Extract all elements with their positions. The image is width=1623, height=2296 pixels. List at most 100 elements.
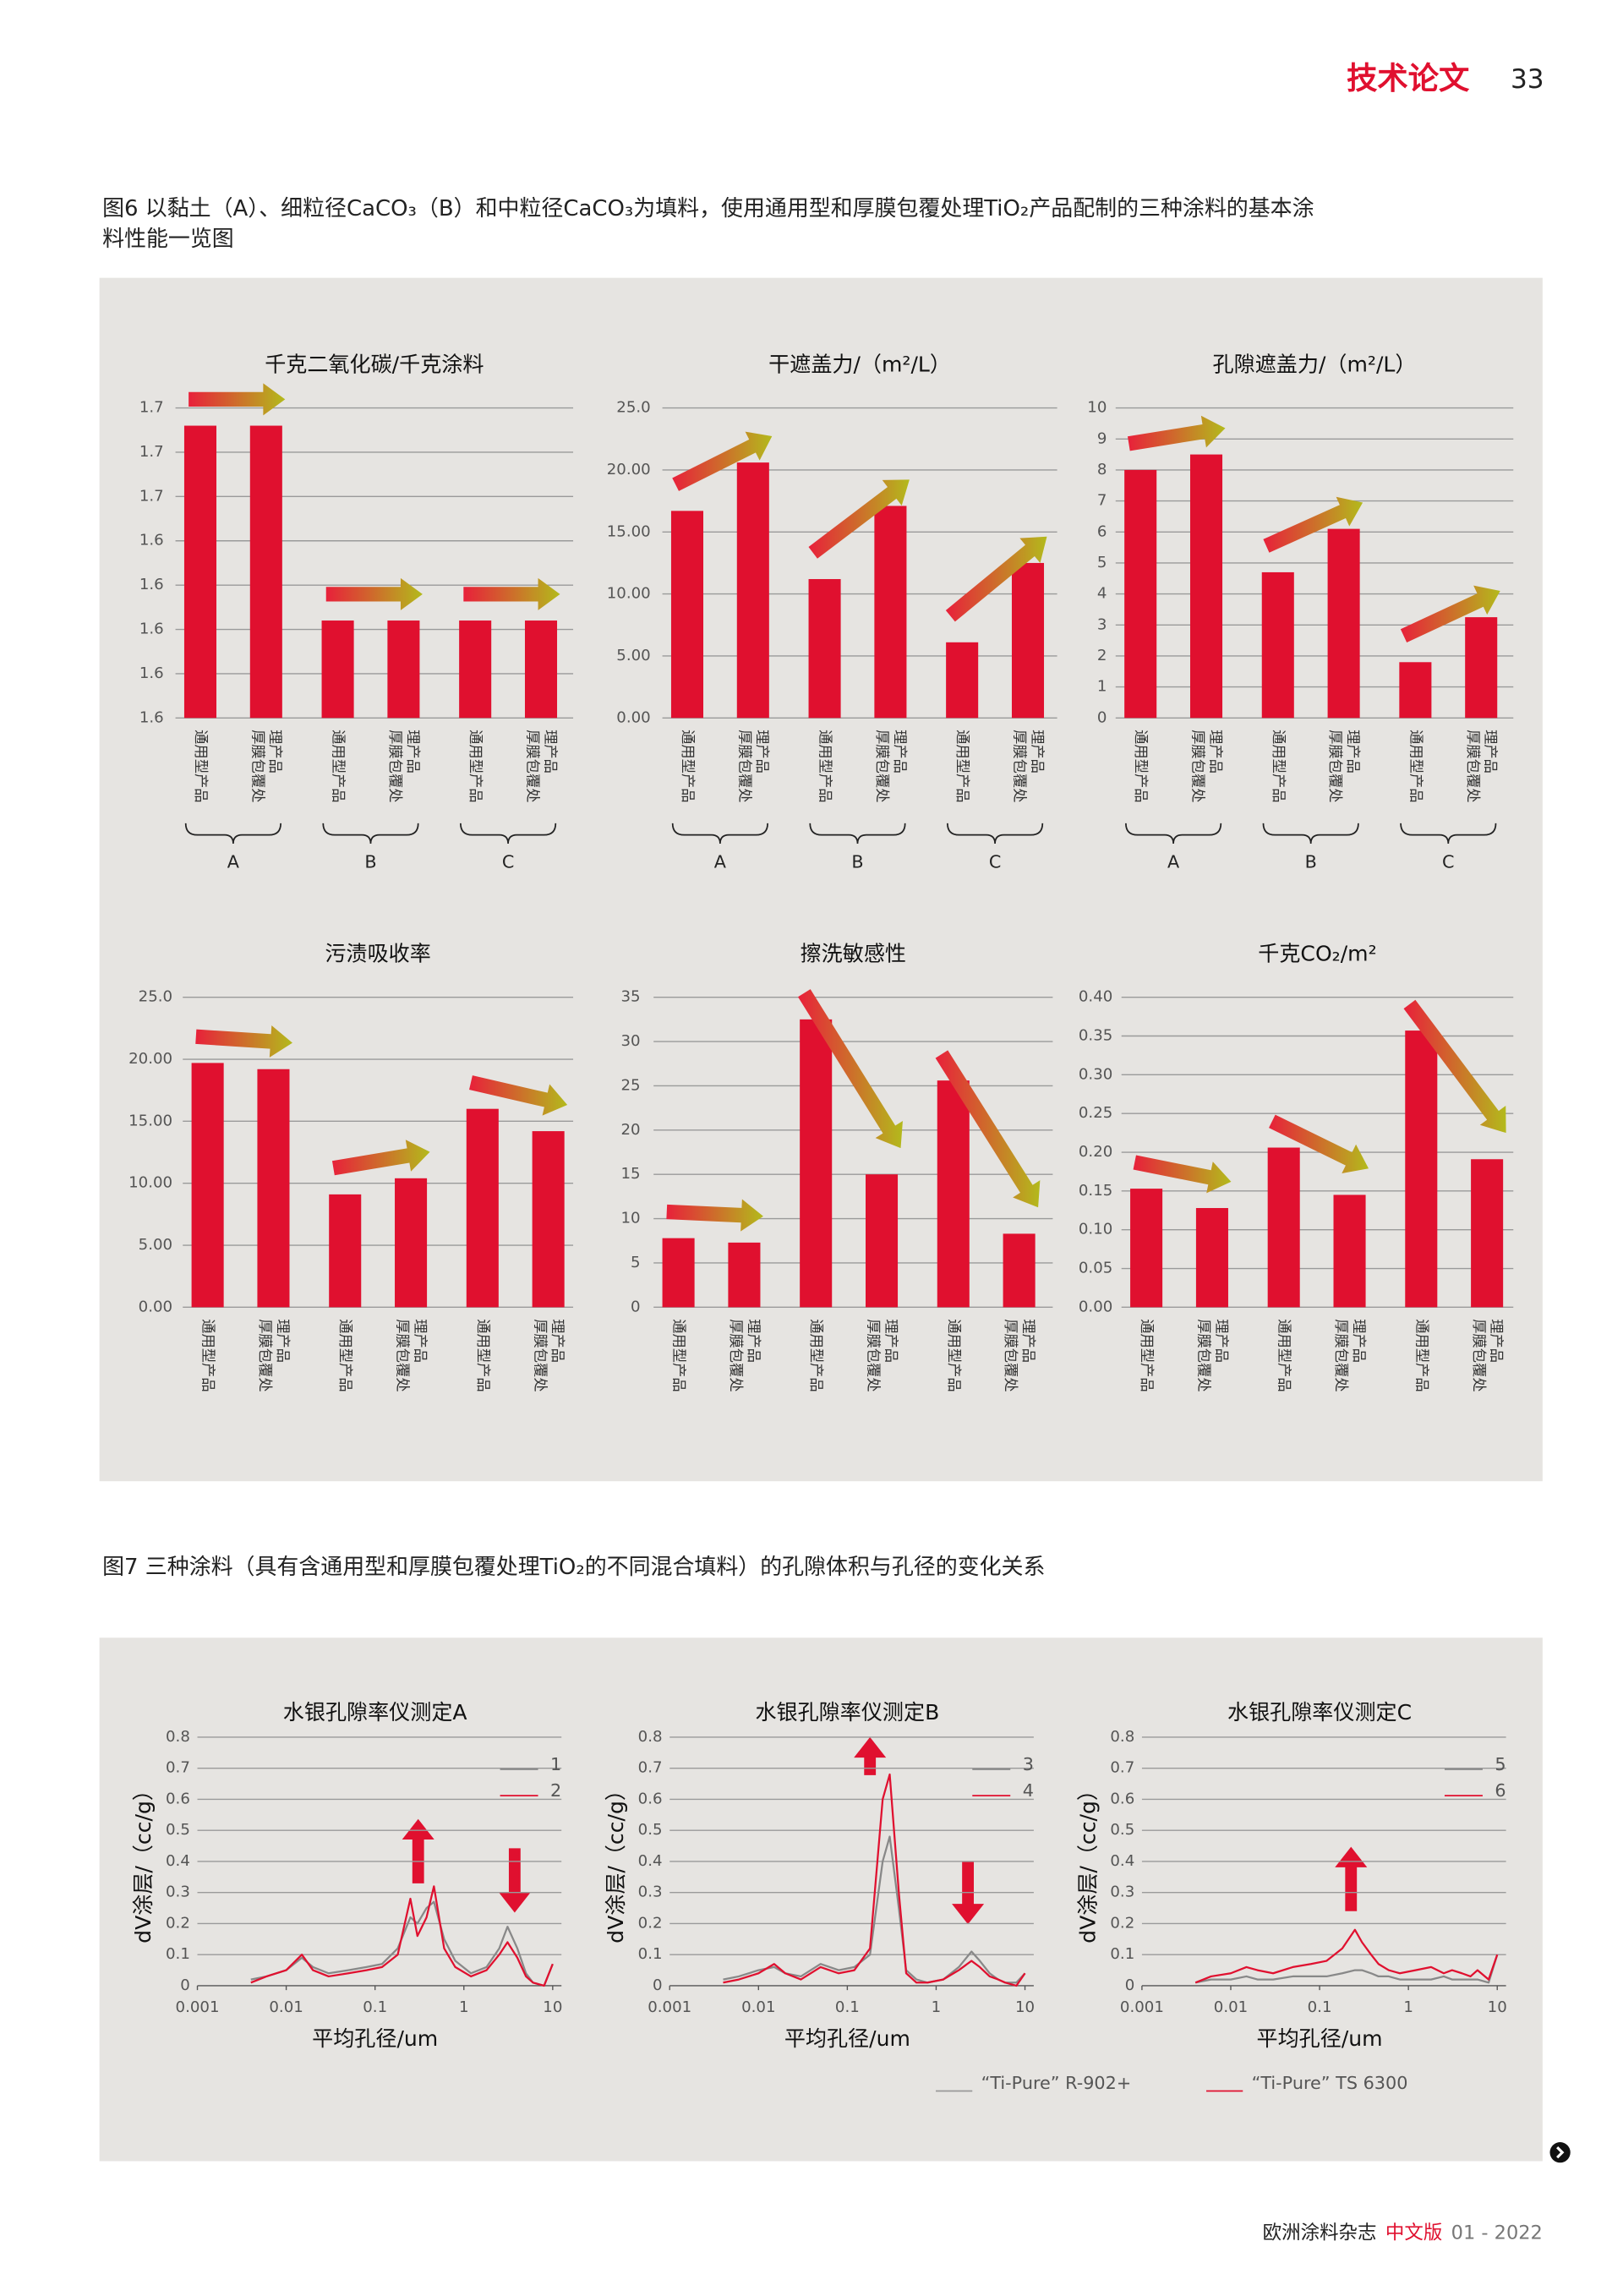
y-tick-label: 0.1 [1110,1945,1134,1963]
y-tick-label: 0.10 [1079,1221,1112,1238]
y-tick-label: 0.25 [1079,1104,1112,1122]
y-tick-label: 6 [1097,522,1107,540]
bar [800,1019,833,1308]
footer: 欧洲涂料杂志 中文版 01 - 2022 [1263,2222,1543,2244]
legend-label: “Ti-Pure” TS 6300 [1252,2073,1408,2093]
trend-arrow [331,1140,430,1176]
x-tick-label-line: 厚膜包覆处 [1332,1319,1349,1391]
x-tick-label-line: 厚膜包覆处 [249,730,265,802]
x-tick-label: 厚膜包覆处理产品 [1189,730,1224,802]
x-tick-label: 通用型产品 [330,730,347,802]
y-axis-label: dV涂层/（cc/g） [1076,1779,1101,1943]
x-tick-label: 通用型产品 [467,730,484,802]
bar [329,1194,362,1308]
y-tick-label: 0.5 [638,1821,663,1839]
y-tick-label: 0.35 [1079,1027,1112,1045]
y-tick-label: 0.1 [638,1945,663,1963]
x-tick-label: 厚膜包覆处理产品 [1470,1319,1505,1391]
series-line [723,1773,1026,1987]
y-tick-label: 5 [1097,554,1107,571]
y-tick-label: 0 [653,1976,663,1994]
x-tick-label: 0.001 [648,1998,691,2016]
next-page-icon[interactable] [1549,2142,1571,2163]
x-tick-label-line: 厚膜包覆处 [524,730,541,802]
x-tick-label-line: 理产品 [274,1319,291,1363]
y-tick-label: 0.3 [1110,1883,1134,1901]
y-tick-label: 20.00 [607,461,651,478]
x-tick-label: 0.1 [363,1998,387,2016]
chart-title: 水银孔隙率仪测定A [283,1700,467,1725]
y-tick-label: 1.7 [139,399,164,417]
x-tick-label-line: 厚膜包覆处 [735,730,752,802]
trend-arrow [1403,999,1506,1134]
x-tick-label: 通用型产品 [954,730,970,802]
legend-label: 2 [550,1780,561,1801]
y-tick-label: 0.05 [1079,1260,1112,1277]
y-tick-label: 25.0 [616,399,650,417]
y-tick-label: 0.00 [139,1298,172,1315]
group-brace [460,823,557,845]
y-tick-label: 1.6 [139,620,164,638]
x-tick-label-line: 厚膜包覆处 [1189,730,1206,802]
x-tick-label: 0.01 [1214,1998,1248,2016]
bar [1189,454,1223,719]
x-tick-label: 厚膜包覆处理产品 [1326,730,1361,802]
x-tick-label-line: 厚膜包覆处 [256,1319,273,1391]
y-tick-label: 20.00 [128,1050,172,1068]
x-tick-label-line: 理产品 [1488,1319,1505,1363]
bar [874,506,907,719]
x-tick-label: 厚膜包覆处理产品 [1464,730,1499,802]
y-tick-label: 15.00 [607,522,651,540]
figure-caption: 料性能一览图 [102,227,234,252]
bar [183,425,217,719]
x-tick-label-line: 理产品 [1482,730,1499,774]
y-tick-label: 15 [621,1165,641,1183]
y-tick-label: 10 [1087,399,1107,417]
x-tick-label-line: 厚膜包覆处 [531,1319,548,1391]
group-brace [184,823,281,845]
y-tick-label: 0.2 [638,1914,663,1932]
y-tick-label: 0.20 [1079,1143,1112,1161]
legend-label: 6 [1495,1780,1506,1801]
figure-panel [99,1637,1543,2162]
y-tick-label: 0.7 [638,1759,663,1777]
x-tick-label-line: 厚膜包覆处 [1002,1319,1019,1391]
x-axis-label: 平均孔径/um [1257,2026,1383,2051]
x-tick-label: 0.01 [741,1998,775,2016]
y-tick-label: 1 [1097,678,1107,696]
x-tick-label: 通用型产品 [670,1319,687,1391]
y-tick-label: 20 [621,1121,641,1139]
y-tick-label: 0.8 [638,1728,663,1746]
y-tick-label: 0 [180,1976,190,1994]
x-tick-label-line: 厚膜包覆处 [386,730,403,802]
y-tick-label: 5 [631,1254,641,1271]
y-tick-label: 0.7 [1110,1759,1134,1777]
trend-arrow [1400,585,1500,642]
trend-arrow [325,577,423,610]
x-tick-label-line: 厚膜包覆处 [1195,1319,1212,1391]
y-tick-label: 0.8 [166,1728,190,1746]
x-tick-label: 厚膜包覆处理产品 [727,1319,762,1391]
trend-arrow [189,383,286,416]
x-tick-label: 通用型产品 [1270,730,1287,802]
chart-title: 千克CO₂/m² [1258,942,1376,966]
x-tick-label-line: 理产品 [753,730,770,774]
bar [1003,1233,1036,1308]
x-tick-label-line: 理产品 [1344,730,1361,774]
x-tick-label: 0.001 [1120,1998,1164,2016]
series-line [250,1900,554,1987]
x-tick-label-line: 理产品 [882,1319,899,1363]
chart-title: 千克二氧化碳/千克涂料 [265,352,484,376]
y-tick-label: 0.2 [1110,1914,1134,1932]
x-tick-label-line: 理产品 [1212,1319,1229,1363]
y-tick-label: 0.4 [1110,1852,1134,1870]
x-tick-label: 1 [459,1998,469,2016]
x-tick-label: 厚膜包覆处理产品 [256,1319,291,1391]
figure-caption: 图6 以黏土（A）、细粒径CaCO₃（B）和中粒径CaCO₃为填料，使用通用型和… [102,196,1314,221]
x-tick-label-line: 理产品 [549,1319,566,1363]
chart-title: 干遮盖力/（m²/L） [768,352,951,376]
y-tick-label: 0.8 [1110,1728,1134,1746]
y-tick-label: 0.7 [166,1759,190,1777]
group-brace [809,823,906,845]
